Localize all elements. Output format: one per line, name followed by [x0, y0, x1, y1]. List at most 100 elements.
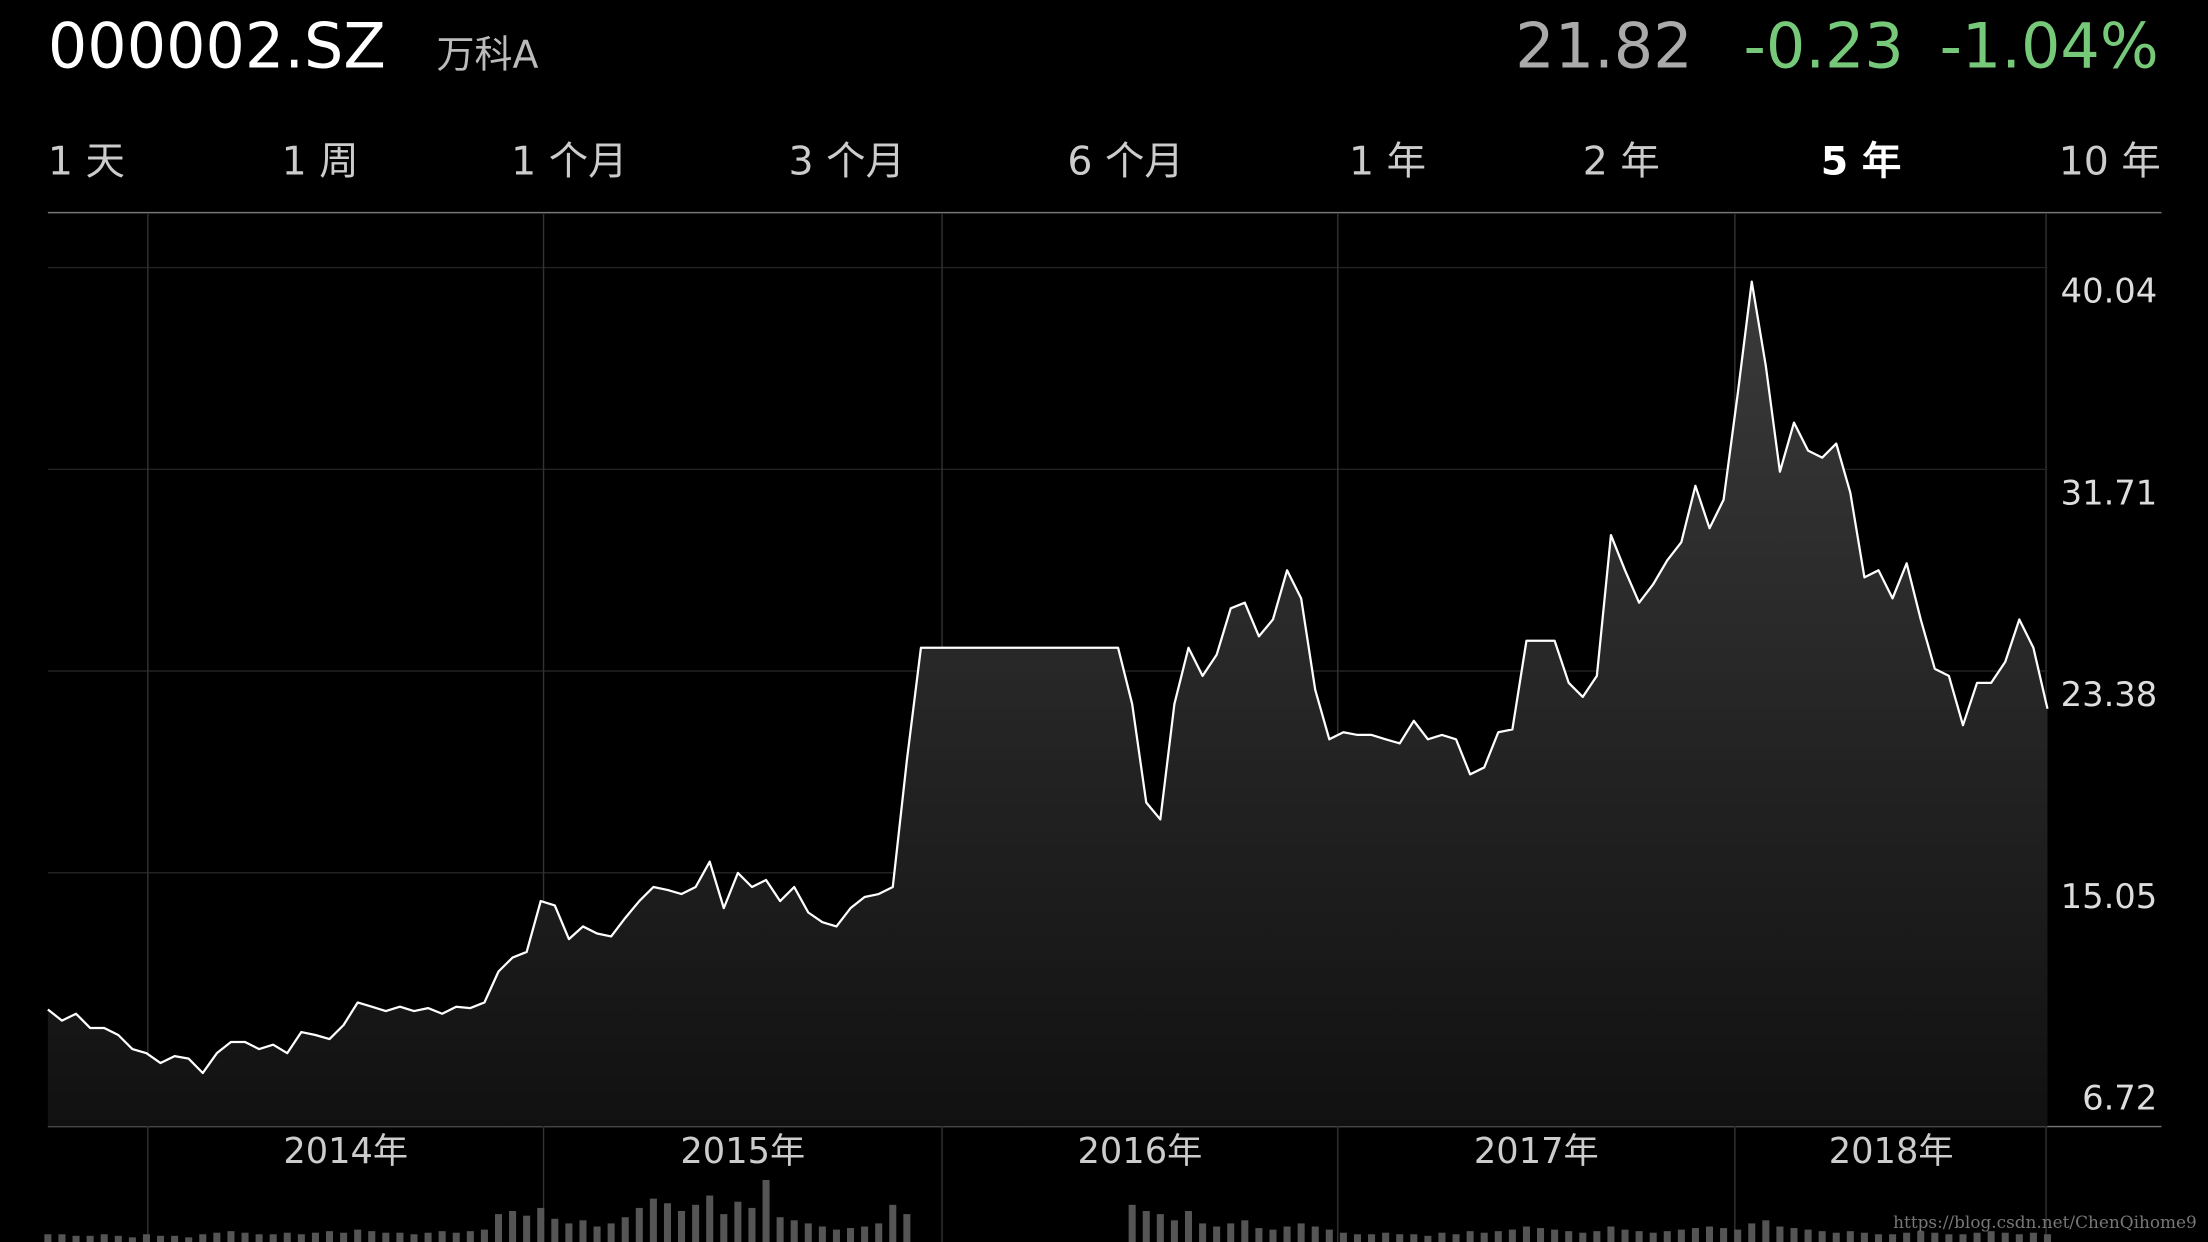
volume-bar — [663, 1203, 671, 1242]
volume-bar — [142, 1234, 150, 1242]
range-tab[interactable]: 1 个月 — [511, 139, 627, 185]
volume-bar — [748, 1207, 756, 1242]
volume-bar — [100, 1234, 108, 1242]
volume-bar — [1339, 1232, 1347, 1242]
volume-bar — [1213, 1226, 1221, 1242]
volume-bar — [706, 1195, 714, 1242]
volume-bar — [1269, 1229, 1277, 1242]
volume-bar — [311, 1232, 319, 1242]
volume-bar — [889, 1204, 897, 1242]
volume-bar — [1368, 1234, 1376, 1242]
y-tick-label: 6.72 — [2082, 1079, 2157, 1118]
volume-bar — [494, 1214, 503, 1242]
volume-bar — [1832, 1232, 1840, 1242]
volume-bar — [804, 1223, 812, 1242]
volume-bar — [86, 1235, 94, 1242]
volume-bar — [903, 1214, 911, 1242]
volume-bar — [1241, 1220, 1249, 1242]
range-tab[interactable]: 10 年 — [2059, 139, 2161, 185]
volume-bar — [2015, 1234, 2023, 1242]
volume-bar — [227, 1231, 235, 1242]
volume-bar — [114, 1235, 122, 1242]
volume-bar — [720, 1214, 728, 1242]
volume-bar — [692, 1204, 700, 1242]
y-tick-label: 40.04 — [2061, 272, 2158, 311]
volume-bar — [382, 1232, 390, 1242]
volume-bar — [1508, 1229, 1516, 1242]
volume-bar — [269, 1234, 277, 1242]
volume-bar — [1579, 1232, 1587, 1242]
price: 21.82 — [1515, 10, 1692, 83]
volume-bar — [1522, 1226, 1530, 1242]
volume-bar — [157, 1235, 165, 1242]
watermark: https://blog.csdn.net/ChenQihome9 — [1893, 1212, 2197, 1232]
volume-bar — [565, 1223, 573, 1242]
range-tab[interactable]: 3 个月 — [789, 139, 905, 185]
volume-bar — [1382, 1232, 1390, 1242]
volume-bar — [1199, 1223, 1207, 1242]
volume-bar — [1537, 1228, 1545, 1242]
volume-bar — [523, 1215, 531, 1242]
volume-bar — [1846, 1231, 1854, 1242]
volume-bar — [1790, 1228, 1798, 1242]
volume-bar — [1494, 1231, 1502, 1242]
volume-bar — [297, 1234, 305, 1242]
range-tab[interactable]: 1 周 — [282, 139, 359, 185]
volume-bar — [1691, 1228, 1699, 1242]
volume-bar — [241, 1232, 249, 1242]
range-tab[interactable]: 5 年 — [1821, 139, 1902, 185]
volume-bar — [128, 1237, 136, 1242]
volume-bar — [1748, 1223, 1756, 1242]
range-tab[interactable]: 1 年 — [1349, 139, 1426, 185]
volume-bar — [1128, 1204, 1136, 1242]
volume-bar — [621, 1217, 629, 1242]
volume-bar — [1889, 1234, 1897, 1242]
volume-bar — [1452, 1234, 1460, 1242]
volume-bar — [199, 1234, 207, 1242]
volume-bar — [1410, 1234, 1418, 1242]
volume-bar — [847, 1228, 855, 1242]
volume-bar — [1466, 1231, 1474, 1242]
volume-bar — [1818, 1231, 1826, 1242]
volume-bar — [1931, 1232, 1939, 1242]
volume-bar — [832, 1229, 840, 1242]
y-tick-label: 23.38 — [2061, 675, 2158, 714]
range-tab[interactable]: 2 年 — [1583, 139, 1660, 185]
volume-bar — [325, 1231, 334, 1242]
change: -0.23 — [1744, 10, 1904, 83]
volume-bar — [1565, 1231, 1573, 1242]
ticker: 000002.SZ — [48, 10, 386, 83]
volume-bar — [1804, 1229, 1812, 1242]
volume-bar — [58, 1234, 66, 1242]
volume-bar — [649, 1198, 657, 1242]
volume-bar — [1184, 1211, 1193, 1242]
volume-bar — [171, 1235, 179, 1242]
volume-bar — [1734, 1229, 1742, 1242]
volume-bar — [396, 1232, 404, 1242]
volume-bar — [1551, 1229, 1559, 1242]
volume-bar — [1170, 1220, 1178, 1242]
volume-bar — [72, 1235, 80, 1242]
volume-bar — [1255, 1228, 1263, 1242]
volume-bar — [1959, 1234, 1967, 1242]
volume-bar — [1156, 1214, 1164, 1242]
volume-bar — [678, 1211, 686, 1242]
range-tab[interactable]: 1 天 — [48, 139, 125, 185]
range-tab[interactable]: 6 个月 — [1067, 139, 1183, 185]
volume-bar — [1649, 1232, 1657, 1242]
company-name: 万科A — [437, 33, 539, 77]
volume-bar — [776, 1217, 784, 1242]
volume-bar — [1663, 1231, 1671, 1242]
volume-bar — [1424, 1235, 1432, 1242]
volume-bar — [410, 1234, 418, 1242]
x-tick-label: 2017年 — [1474, 1131, 1599, 1172]
volume-bar — [1945, 1234, 1953, 1242]
volume-bar — [2029, 1232, 2037, 1242]
volume-bar — [875, 1223, 883, 1242]
x-tick-label: 2014年 — [283, 1131, 408, 1172]
volume-bar — [537, 1207, 545, 1242]
volume-bar — [551, 1218, 559, 1242]
volume-bar — [1987, 1231, 1995, 1242]
volume-bar — [1396, 1234, 1404, 1242]
